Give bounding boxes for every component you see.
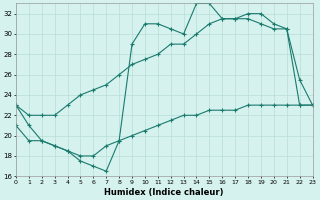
X-axis label: Humidex (Indice chaleur): Humidex (Indice chaleur) — [105, 188, 224, 197]
